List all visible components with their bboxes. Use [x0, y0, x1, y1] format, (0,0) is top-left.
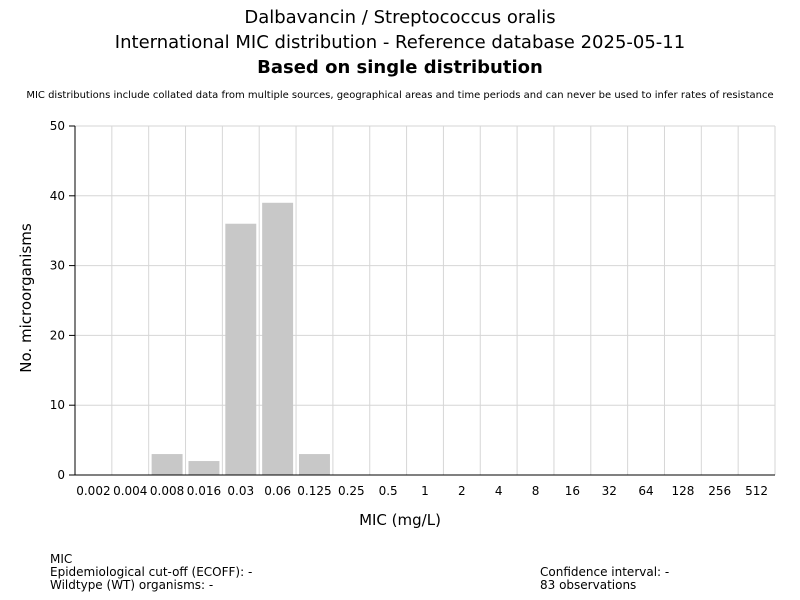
x-tick-label: 0.5 [379, 484, 398, 498]
y-axis-title: No. microorganisms [17, 223, 35, 373]
bar-0.125 [299, 454, 330, 475]
footer-mic-label: MIC [50, 552, 73, 566]
chart-title: Dalbavancin / Streptococcus oralis [244, 7, 556, 28]
footer-left: MIC Epidemiological cut-off (ECOFF): - W… [50, 553, 252, 592]
x-tick-label: 512 [745, 484, 768, 498]
x-tick-label: 16 [565, 484, 580, 498]
footer-right: Confidence interval: - 83 observations [540, 566, 669, 592]
footer-ecoff: Epidemiological cut-off (ECOFF): - [50, 565, 253, 579]
y-tick-label: 30 [50, 259, 65, 273]
x-tick-label: 1 [421, 484, 429, 498]
y-tick-label: 0 [57, 468, 65, 482]
x-tick-label: 0.016 [187, 484, 221, 498]
x-axis-title: MIC (mg/L) [359, 511, 441, 529]
x-tick-label: 0.03 [227, 484, 254, 498]
x-tick-label: 4 [495, 484, 503, 498]
grid-layer [74, 125, 776, 476]
bar-0.03 [225, 223, 257, 475]
bar-0.06 [262, 202, 294, 475]
x-tick-label: 0.008 [150, 484, 184, 498]
x-tick-label: 0.06 [264, 484, 291, 498]
y-tick-label: 10 [50, 398, 65, 412]
footer-wildtype: Wildtype (WT) organisms: - [50, 578, 214, 592]
y-tick-label: 50 [50, 119, 65, 133]
x-tick-label: 32 [602, 484, 617, 498]
footer-observations: 83 observations [540, 578, 637, 592]
x-tick-label: 8 [532, 484, 540, 498]
label-layer: 0 10 20 30 40 50 0.002 0.004 0.008 0.016 0.03 0.06 0… [50, 119, 768, 498]
x-tick-label: 128 [671, 484, 694, 498]
x-tick-label: 256 [708, 484, 731, 498]
bar-0.016 [188, 461, 220, 475]
x-tick-label: 0.125 [297, 484, 331, 498]
bar-0.008 [151, 454, 183, 475]
x-tick-label: 0.004 [113, 484, 147, 498]
x-tick-label: 0.25 [338, 484, 365, 498]
y-tick-label: 40 [50, 189, 65, 203]
x-tick-label: 64 [638, 484, 653, 498]
chart-title-line2: International MIC distribution - Referen… [114, 32, 686, 53]
axis-layer [69, 125, 775, 476]
bar-layer [151, 202, 330, 475]
x-tick-label: 2 [458, 484, 466, 498]
y-tick-label: 20 [50, 328, 65, 342]
footer-confidence-interval: Confidence interval: - [540, 565, 670, 579]
x-tick-label: 0.002 [76, 484, 110, 498]
chart-title-line3: Based on single distribution [257, 57, 543, 78]
chart-subtitle: MIC distributions include collated data … [26, 90, 774, 101]
